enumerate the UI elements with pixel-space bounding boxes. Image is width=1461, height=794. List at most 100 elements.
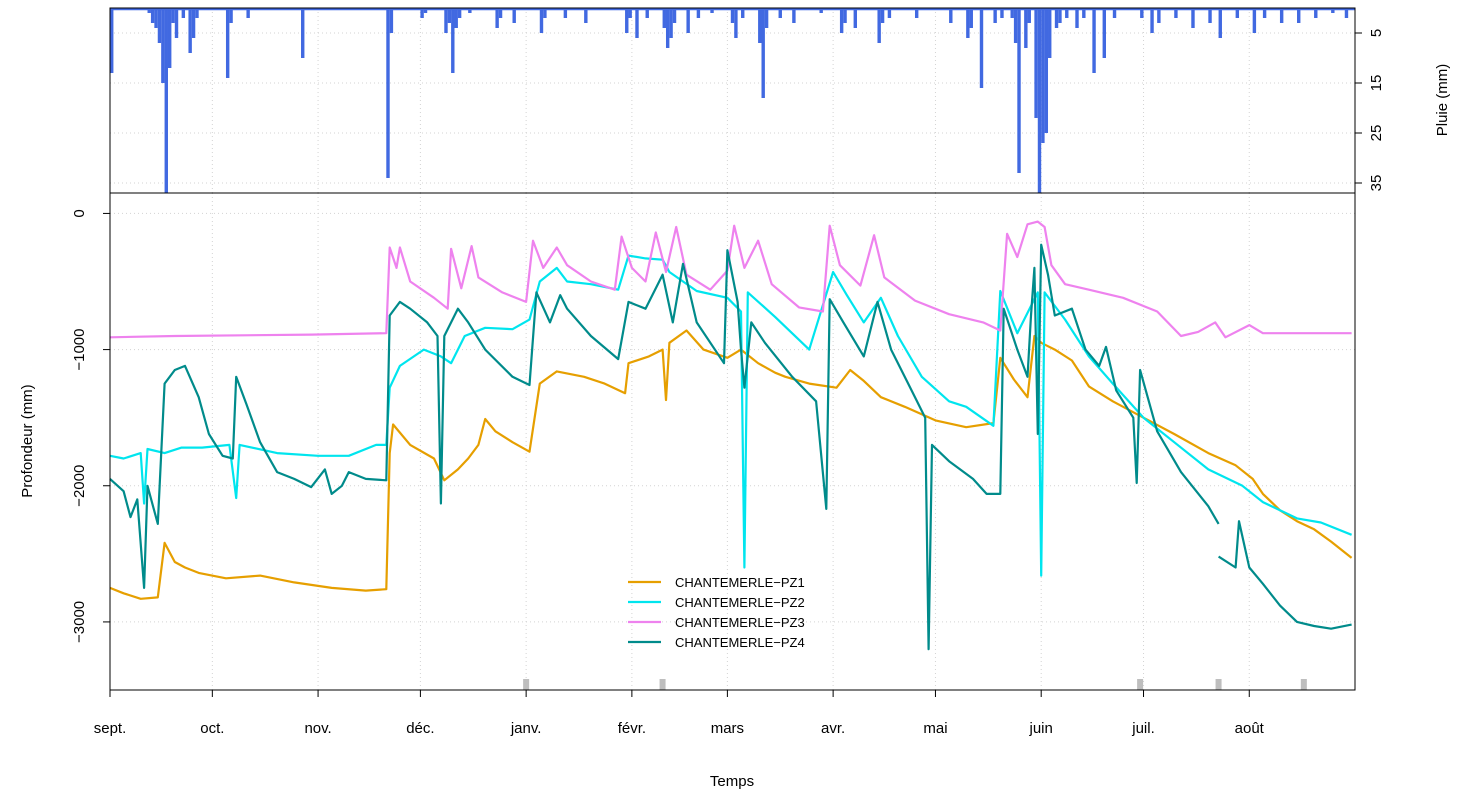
rain-bar (1191, 8, 1195, 28)
x-axis-label: Temps (710, 773, 754, 790)
rain-y-tick-label: 5 (1368, 29, 1385, 37)
rain-bar (1314, 8, 1318, 18)
rain-bar (1140, 8, 1144, 18)
rain-bar (1174, 8, 1178, 18)
rain-bar (457, 8, 462, 18)
rain-bar (147, 8, 151, 13)
rain-bar (979, 8, 984, 88)
rain-bar (447, 8, 452, 23)
rain-bar (1044, 8, 1049, 133)
legend-label: CHANTEMERLE−PZ4 (675, 635, 805, 650)
rain-panel: 5 15 25 35 Pluie (mm) (109, 7, 1451, 194)
series-line (109, 220, 1352, 339)
rain-bar (1000, 8, 1004, 18)
rain-bar (1157, 8, 1161, 23)
rain-bar (584, 8, 588, 23)
gap-marker (1215, 679, 1222, 690)
rain-bar (969, 8, 973, 28)
rain-bar (761, 8, 765, 98)
rain-bar (625, 8, 629, 33)
rain-bar (423, 8, 428, 13)
x-tick-label: juin (1029, 720, 1053, 737)
rain-bar (1075, 8, 1079, 28)
rain-bar (1112, 8, 1117, 18)
rain-bar (1017, 8, 1021, 173)
rain-bar (1010, 8, 1014, 18)
rain-bar (645, 8, 649, 18)
x-axis: sept. oct. nov. déc. janv. févr. mars avr. mai ju… (94, 690, 1265, 737)
x-tick-label: sept. (94, 720, 127, 737)
rain-bar (877, 8, 881, 43)
rain-bar (665, 8, 670, 48)
rain-bar (1034, 8, 1038, 118)
depth-gap-markers (523, 679, 1307, 690)
rain-bar (195, 8, 199, 18)
rain-y-tick-label: 35 (1368, 175, 1385, 192)
rain-bar (171, 8, 175, 23)
gap-marker (523, 679, 530, 690)
rain-bar (539, 8, 544, 33)
rain-bar (853, 8, 857, 28)
rain-bar (672, 8, 677, 23)
rain-bar (498, 8, 503, 18)
depth-panel: 0 −1000 −2000 −3000 sept. oct. nov. déc. janv. f… (19, 192, 1356, 790)
rain-bar (495, 8, 499, 28)
depth-y-axis: 0 −1000 −2000 −3000 (71, 209, 110, 643)
rain-bar (730, 8, 735, 23)
rain-y-tick-label: 15 (1368, 75, 1385, 92)
rain-bar (758, 8, 762, 43)
rain-bar (1252, 8, 1257, 33)
rain-bar (1150, 8, 1154, 33)
rain-bar (174, 8, 179, 38)
rain-bar (563, 8, 568, 18)
rain-bar (662, 8, 666, 28)
x-tick-label: janv. (510, 720, 542, 737)
x-tick-label: mars (711, 720, 744, 737)
x-tick-label: nov. (304, 720, 331, 737)
depth-y-tick-label: 0 (71, 209, 88, 217)
rain-bar (819, 8, 823, 13)
rain-bar (161, 8, 165, 83)
rain-bar (164, 8, 168, 193)
rain-bar (1082, 8, 1086, 18)
rain-bar (1065, 8, 1069, 18)
rain-bar (1297, 8, 1301, 23)
rain-bar (468, 8, 472, 13)
rain-bar (1048, 8, 1052, 58)
depth-y-tick-label: −1000 (71, 329, 88, 371)
rain-bar (1054, 8, 1059, 28)
rain-bar (1235, 8, 1240, 18)
legend-label: CHANTEMERLE−PZ3 (675, 615, 805, 630)
rain-bar (191, 8, 196, 38)
series-line (109, 329, 1353, 600)
rain-bar (167, 8, 172, 68)
depth-y-tick-label: −2000 (71, 465, 88, 507)
series-line (109, 254, 1353, 577)
rain-bar (764, 8, 769, 28)
rain-bar (1027, 8, 1031, 23)
rain-bar (1262, 8, 1267, 18)
rain-bar (843, 8, 847, 23)
x-tick-label: mai (923, 720, 947, 737)
x-tick-label: août (1235, 720, 1265, 737)
rain-bars (110, 7, 1355, 193)
rain-bar (225, 8, 230, 78)
x-tick-label: avr. (821, 720, 845, 737)
gap-marker (1137, 679, 1144, 690)
rain-bar (914, 8, 919, 18)
rain-bar (386, 8, 390, 178)
rain-bar (301, 8, 305, 58)
rain-bar (1331, 8, 1335, 13)
depth-lines (109, 220, 1353, 651)
x-tick-label: févr. (618, 720, 646, 737)
rain-bar (1344, 8, 1349, 18)
rain-bar (110, 8, 114, 73)
rain-plot-frame (109, 7, 1356, 194)
rain-bar (451, 8, 455, 73)
rain-y-axis: 5 15 25 35 (1355, 29, 1385, 192)
rain-bar (543, 8, 547, 18)
rain-bar (1058, 8, 1062, 23)
rain-bar (993, 8, 997, 23)
rain-bar (444, 8, 448, 33)
